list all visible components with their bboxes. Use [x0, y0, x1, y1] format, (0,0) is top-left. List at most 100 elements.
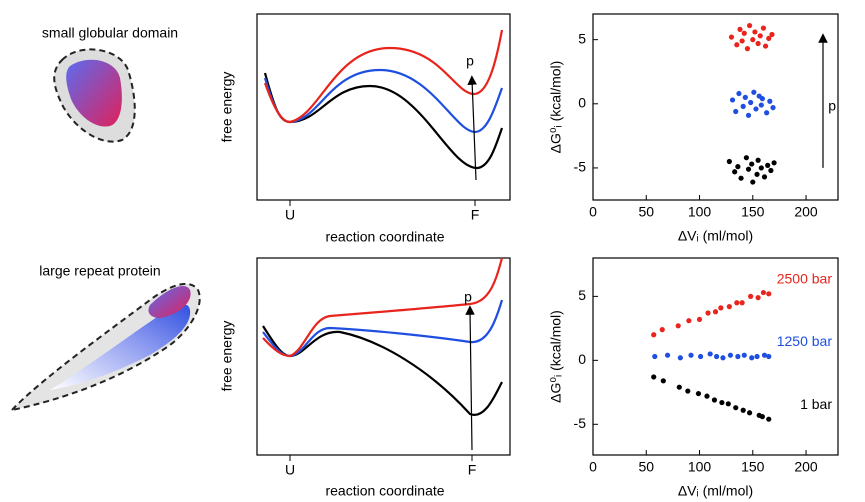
point [726, 304, 732, 310]
point [675, 323, 681, 329]
point [748, 293, 754, 299]
point [705, 310, 711, 316]
point [750, 179, 756, 185]
point [697, 353, 704, 360]
point [754, 171, 760, 177]
plot-frame [592, 257, 839, 456]
point [725, 401, 731, 407]
point [768, 167, 774, 174]
point [741, 352, 747, 358]
point [719, 399, 725, 406]
row-label: large repeat protein [39, 263, 160, 279]
point [737, 26, 743, 32]
y-tick-label: 0 [578, 94, 586, 110]
protein-core [66, 59, 122, 127]
point [732, 169, 738, 175]
point [755, 157, 761, 163]
arrow-label: p [464, 289, 472, 305]
curve [262, 257, 504, 358]
landscape-tick-label: U [285, 207, 295, 223]
y-tick-label: 0 [578, 351, 586, 367]
point [651, 332, 657, 338]
y-tick-label: -5 [574, 415, 587, 431]
point [727, 352, 734, 358]
point [741, 30, 747, 36]
point [704, 393, 710, 399]
point [745, 166, 752, 172]
x-tick-label: 200 [794, 459, 818, 475]
protein-core [148, 285, 191, 318]
point [761, 174, 768, 180]
point [751, 89, 757, 95]
point [758, 165, 764, 171]
plot-frame [592, 13, 839, 201]
pressure-arrow [465, 305, 475, 451]
point [712, 309, 719, 315]
landscape-y-label: free energy [219, 321, 235, 392]
series-label: 2500 bar [777, 271, 833, 287]
curve [263, 72, 504, 170]
point [733, 405, 739, 411]
point [752, 29, 758, 35]
point [750, 37, 756, 43]
point [734, 42, 740, 48]
point [766, 35, 772, 41]
point [764, 110, 770, 116]
point [739, 300, 745, 306]
point [749, 355, 755, 361]
point [753, 106, 759, 112]
series-label: 1250 bar [777, 333, 833, 349]
point [760, 289, 767, 296]
landscape-x-label: reaction coordinate [325, 483, 444, 499]
point [664, 352, 671, 358]
x-tick-label: 100 [688, 459, 712, 475]
point [738, 175, 744, 181]
point [695, 390, 702, 397]
point [767, 98, 773, 104]
point [762, 43, 769, 49]
point [744, 46, 751, 52]
x-tick-label: 200 [794, 204, 818, 220]
y-axis-label: ΔG⁰ᵢ (kcal/mol) [548, 61, 564, 154]
point [696, 316, 703, 323]
point [728, 34, 735, 40]
point [652, 353, 658, 360]
point [676, 384, 682, 390]
landscape-tick-label: U [285, 462, 295, 478]
pressure-arrow [467, 75, 477, 181]
point [749, 161, 755, 167]
point [740, 103, 746, 109]
point [720, 355, 726, 361]
row-label: small globular domain [42, 25, 178, 41]
point [743, 155, 749, 161]
series-label: 1 bar [800, 396, 832, 412]
point [770, 105, 776, 111]
point [746, 22, 753, 29]
curve [263, 68, 504, 134]
point [759, 414, 765, 420]
point [685, 388, 691, 394]
point [651, 374, 657, 380]
point [745, 112, 752, 118]
x-tick-label: 100 [688, 204, 712, 220]
landscape-frame [256, 13, 511, 201]
x-tick-label: 150 [741, 204, 765, 220]
point [755, 295, 761, 301]
point [729, 97, 736, 103]
point [748, 99, 754, 106]
curve [262, 325, 503, 416]
point [707, 351, 713, 357]
point [766, 291, 772, 297]
point [660, 378, 666, 384]
x-axis-label: ΔVᵢ (ml/mol) [678, 483, 753, 499]
point [759, 96, 765, 102]
landscape-tick-label: F [468, 462, 477, 478]
landscape-frame [256, 257, 511, 456]
point [757, 33, 763, 39]
point [736, 90, 742, 97]
point [769, 31, 775, 38]
point [740, 407, 746, 413]
point [758, 102, 764, 108]
landscape-tick-label: F [471, 207, 480, 223]
